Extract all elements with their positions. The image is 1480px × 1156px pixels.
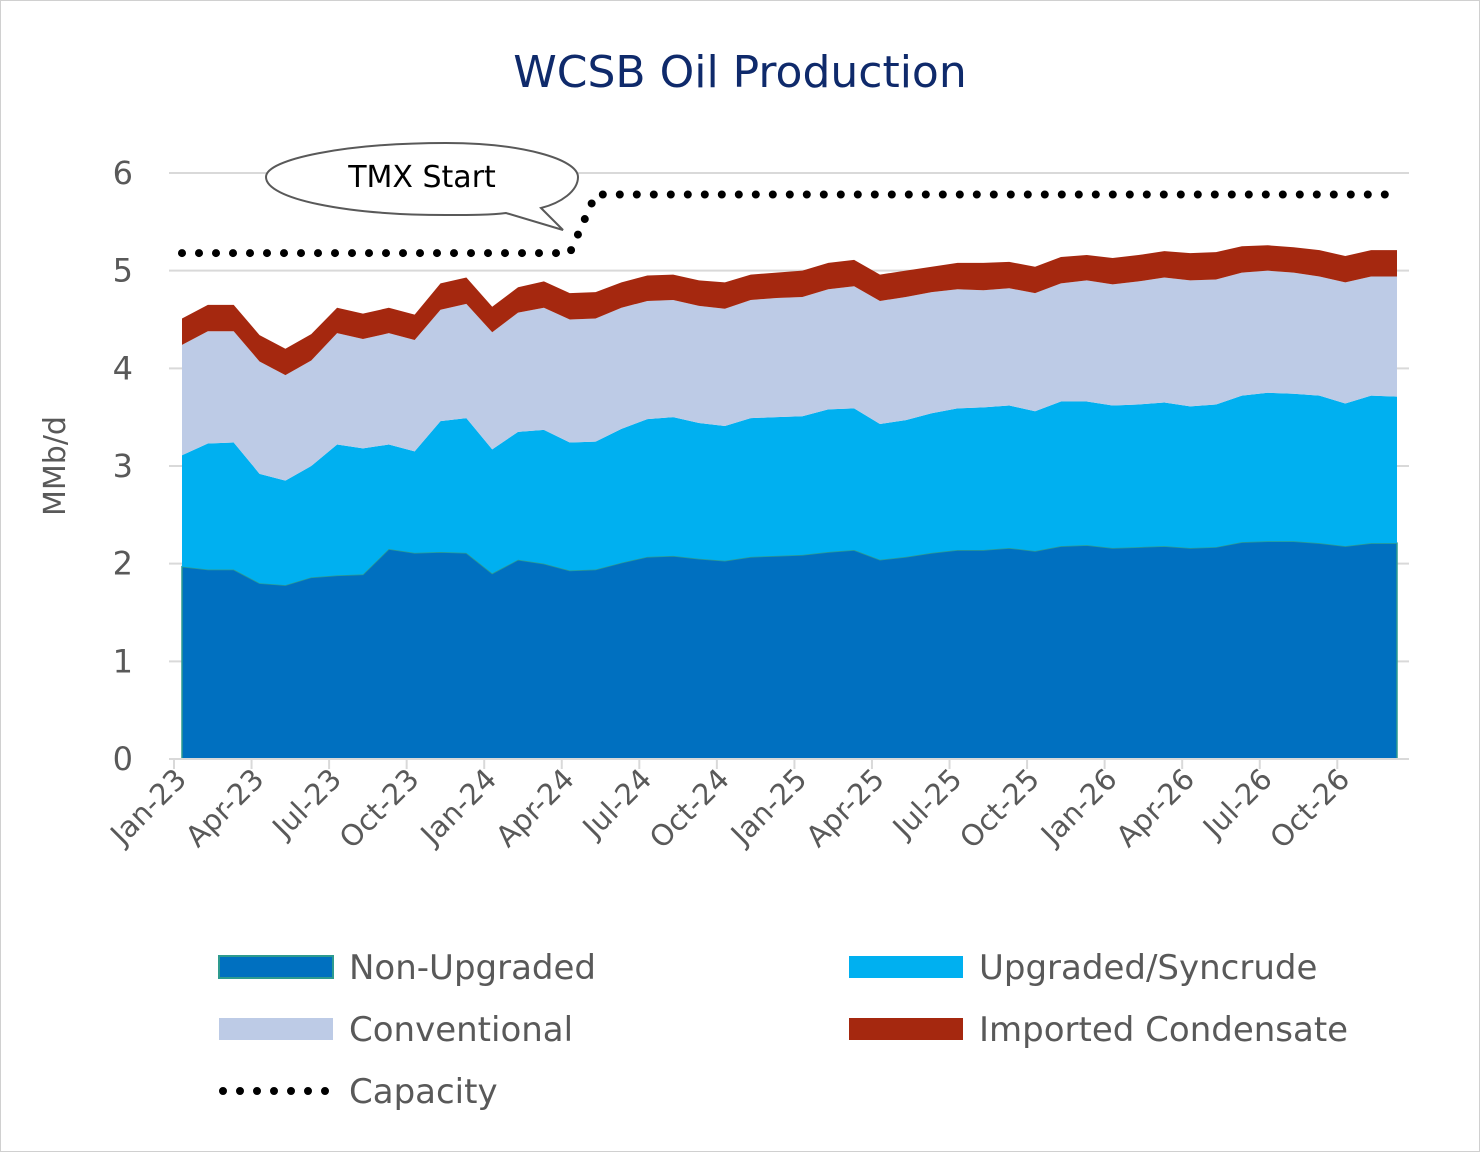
legend-swatch	[849, 1018, 963, 1040]
y-axis-ticks: 0 1 2 3 4 5 6	[113, 154, 133, 778]
x-tick-Oct-24: Oct-24	[643, 762, 736, 855]
x-tick-Jan-24: Jan-24	[413, 762, 504, 853]
legend-label: Capacity	[349, 1072, 498, 1112]
y-tick-3: 3	[113, 447, 133, 485]
x-tick-Apr-26: Apr-26	[1109, 762, 1201, 854]
area-imported-condensate	[182, 245, 1397, 376]
y-tick-0: 0	[113, 740, 133, 778]
legend-label: Imported Condensate	[979, 1010, 1348, 1050]
capacity-line	[178, 190, 1401, 258]
x-tick-Oct-26: Oct-26	[1263, 762, 1356, 855]
x-tick-Jan-25: Jan-25	[723, 762, 814, 853]
x-tick-Jan-26: Jan-26	[1033, 762, 1124, 853]
y-tick-4: 4	[113, 349, 133, 387]
tmx-start-callout: TMX Start	[264, 141, 580, 231]
area-conventional	[182, 270, 1397, 481]
area-upgraded-syncrude	[182, 392, 1397, 586]
x-tick-Oct-25: Oct-25	[953, 762, 1046, 855]
callout-text: TMX Start	[347, 160, 496, 195]
legend-swatch	[219, 1018, 333, 1040]
legend-item-upgraded-syncrude: Upgraded/Syncrude	[849, 948, 1317, 988]
x-tick-Apr-25: Apr-25	[799, 762, 891, 854]
x-tick-Apr-23: Apr-23	[179, 762, 271, 854]
x-tick-Apr-24: Apr-24	[489, 762, 581, 854]
legend-item-conventional: Conventional	[219, 1010, 573, 1050]
y-tick-1: 1	[113, 642, 133, 680]
stacked-areas	[181, 245, 1398, 760]
y-tick-6: 6	[113, 154, 133, 192]
legend-label: Upgraded/Syncrude	[979, 948, 1317, 988]
chart-title: WCSB Oil Production	[513, 47, 967, 98]
legend-label: Non-Upgraded	[349, 948, 596, 988]
area-non-upgraded	[181, 540, 1398, 760]
legend-swatch	[849, 956, 963, 978]
x-axis-ticks: Jan-23Apr-23Jul-23Oct-23Jan-24Apr-24Jul-…	[102, 759, 1356, 855]
legend-label: Conventional	[349, 1010, 573, 1050]
legend-item-capacity: Capacity	[219, 1072, 498, 1112]
legend-item-imported-condensate: Imported Condensate	[849, 1010, 1348, 1050]
legend-swatch	[218, 955, 334, 979]
y-tick-5: 5	[113, 252, 133, 290]
y-tick-2: 2	[113, 545, 133, 583]
legend: Non-Upgraded Upgraded/Syncrude Conventiona…	[218, 948, 1348, 1112]
callout-bubble	[264, 141, 580, 231]
x-tick-Oct-23: Oct-23	[333, 762, 426, 855]
capacity-series	[178, 190, 1401, 258]
legend-item-non-upgraded: Non-Upgraded	[218, 948, 596, 988]
y-axis-label: MMb/d	[38, 416, 73, 516]
